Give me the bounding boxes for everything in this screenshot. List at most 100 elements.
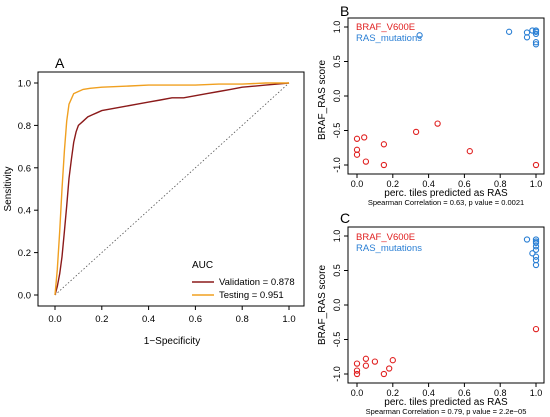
point-braf-v600e <box>362 362 370 369</box>
x-tick-label: 0.0 <box>351 388 364 398</box>
panel-c-points <box>353 236 540 378</box>
point-ras-mutations <box>532 41 540 48</box>
x-tick-label: 0.0 <box>351 179 364 189</box>
x-tick-label: 0.6 <box>458 179 471 189</box>
panel-a-y-axis-label: Sensitivity <box>3 166 14 211</box>
y-tick-label: 1.0 <box>332 230 342 243</box>
panel-c-legend-braf: BRAF_V600E <box>356 232 415 243</box>
point-braf-v600e <box>362 158 370 165</box>
point-braf-v600e <box>353 367 361 374</box>
point-ras-mutations <box>532 253 540 260</box>
y-tick-label: 0.2 <box>18 248 31 259</box>
point-braf-v600e <box>412 128 420 136</box>
x-tick-label: 0.6 <box>189 314 202 325</box>
panel-c-scatter: C 0.0 0.2 0.4 0.6 0.8 1.0 -1.0 -0.5 0.0 0.5 1.0 p… <box>317 210 545 416</box>
panel-a-y-ticks: 0.0 0.2 0.4 0.6 0.8 1.0 <box>18 79 38 302</box>
point-braf-v600e <box>362 355 370 362</box>
panel-c-legend-ras: RAS_mutations <box>356 243 422 254</box>
point-ras-mutations <box>532 39 540 46</box>
point-braf-v600e <box>466 148 473 155</box>
point-braf-v600e <box>532 325 540 333</box>
point-ras-mutations <box>505 28 513 35</box>
panel-a-series <box>54 82 290 296</box>
panel-c-annotation: Spearman Correlation = 0.79, p value = 2… <box>366 407 527 416</box>
point-ras-mutations <box>532 28 540 35</box>
panel-a-plot-border <box>37 71 305 307</box>
panel-c-y-axis-label: BRAF_RAS score <box>317 265 328 345</box>
x-tick-label: 0.2 <box>95 314 108 325</box>
y-tick-label: 1.0 <box>18 79 31 90</box>
point-ras-mutations <box>532 261 540 269</box>
point-ras-mutations <box>529 27 536 34</box>
panel-a-letter: A <box>55 55 65 71</box>
point-ras-mutations <box>416 32 423 39</box>
point-braf-v600e <box>371 358 379 365</box>
panel-a-reference-line <box>54 82 290 296</box>
point-braf-v600e <box>353 360 361 367</box>
panel-a-roc: A 0.0 0.2 0.4 0.6 0.8 1.0 0.00.20.40.60.81.0 … <box>3 55 305 347</box>
y-tick-label: -1.0 <box>332 157 342 173</box>
y-tick-label: 1.0 <box>332 21 342 34</box>
legend-label-validation: Validation = 0.878 <box>219 277 295 288</box>
panel-b-legend-ras: RAS_mutations <box>356 33 422 44</box>
point-ras-mutations <box>532 246 540 253</box>
panel-b-y-ticks: -1.0 -0.5 0.0 0.5 1.0 <box>332 21 348 173</box>
y-tick-label: 0.0 <box>332 90 342 103</box>
panel-c-letter: C <box>340 210 350 226</box>
panel-a-x-ticks: 0.0 0.2 0.4 0.6 0.8 1.0 <box>48 306 296 325</box>
point-ras-mutations <box>532 30 540 38</box>
point-braf-v600e <box>361 134 368 141</box>
panel-b-legend-braf: BRAF_V600E <box>356 22 415 33</box>
y-tick-label: 0.4 <box>18 206 31 217</box>
point-braf-v600e <box>353 370 361 378</box>
roc-line-validation <box>54 82 290 296</box>
x-tick-label: 0.4 <box>142 314 155 325</box>
x-tick-label: 0.2 <box>387 179 400 189</box>
roc-line-testing <box>54 82 289 296</box>
x-tick-label: 0.4 <box>422 388 435 398</box>
point-braf-v600e <box>380 370 388 378</box>
panel-b-letter: B <box>340 3 349 19</box>
y-tick-label: 0.0 <box>18 291 31 302</box>
x-tick-label: 1.0 <box>530 388 543 398</box>
y-tick-label: 0.0 <box>332 299 342 312</box>
point-braf-v600e <box>353 135 361 142</box>
point-braf-v600e <box>380 161 388 169</box>
panel-c-x-axis-label: perc. tiles predicted as RAS <box>384 397 508 408</box>
panel-c-y-ticks: -1.0 -0.5 0.0 0.5 1.0 <box>332 230 348 382</box>
y-tick-label: 0.6 <box>18 163 31 174</box>
y-tick-label: -0.5 <box>332 332 342 348</box>
panel-b-x-axis-label: perc. tiles predicted as RAS <box>384 188 508 199</box>
point-braf-v600e <box>389 357 396 364</box>
point-ras-mutations <box>532 236 540 243</box>
point-ras-mutations <box>529 250 536 257</box>
point-braf-v600e <box>386 365 393 372</box>
panel-b-scatter: B 0.0 0.2 0.4 0.6 0.8 1.0 -1.0 -0.5 0.0 0.5 1.0 p… <box>317 3 545 207</box>
x-tick-label: 0.8 <box>494 388 507 398</box>
point-braf-v600e <box>353 151 361 158</box>
x-tick-label: 0.4 <box>422 179 435 189</box>
panel-b-annotation: Spearman Correlation = 0.63, p value = 0… <box>368 198 524 207</box>
x-tick-label: 0.6 <box>458 388 471 398</box>
panel-b-x-ticks: 0.0 0.2 0.4 0.6 0.8 1.0 <box>351 174 543 189</box>
x-tick-label: 0.2 <box>387 388 400 398</box>
panel-a-legend: AUC Validation = 0.878 Testing = 0.951 <box>192 260 295 301</box>
point-braf-v600e <box>380 141 388 148</box>
panel-a-x-axis-label: 1−Specificity <box>144 336 200 347</box>
x-tick-label: 0.0 <box>48 314 61 325</box>
x-tick-label: 1.0 <box>282 314 295 325</box>
panel-c-x-ticks: 0.0 0.2 0.4 0.6 0.8 1.0 <box>351 383 543 398</box>
x-tick-label: 1.0 <box>530 179 543 189</box>
y-tick-label: -0.5 <box>332 123 342 139</box>
panel-b-y-axis-label: BRAF_RAS score <box>317 60 328 140</box>
y-tick-label: 0.5 <box>332 264 342 277</box>
y-tick-label: 0.5 <box>332 55 342 68</box>
point-braf-v600e <box>532 161 540 169</box>
point-ras-mutations <box>523 29 531 36</box>
point-ras-mutations <box>523 236 531 243</box>
y-tick-label: 0.8 <box>18 121 31 132</box>
legend-title: AUC <box>192 260 213 271</box>
x-tick-label: 0.8 <box>236 314 249 325</box>
point-braf-v600e <box>434 120 441 127</box>
